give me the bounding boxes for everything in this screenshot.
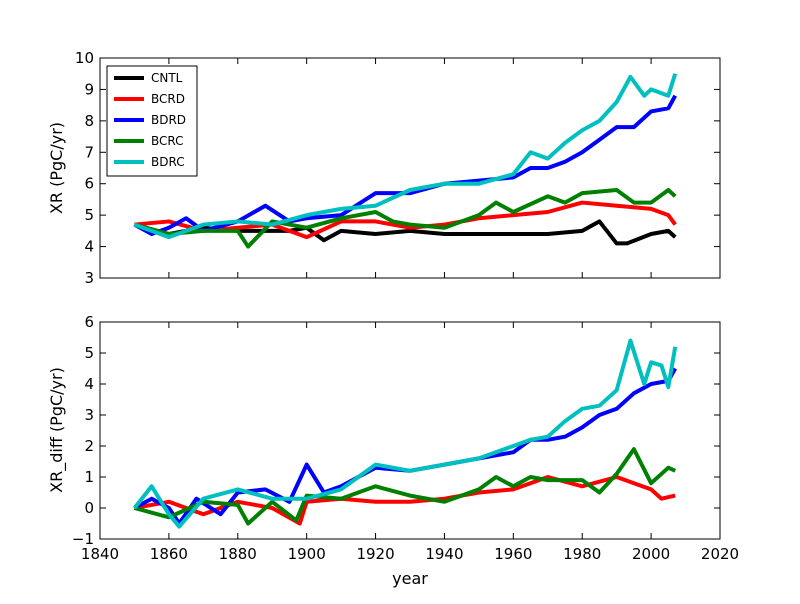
bottom-xtick-label-1940: 1940 bbox=[425, 545, 463, 563]
bottom-xtick-label-2000: 2000 bbox=[632, 545, 670, 563]
legend-label-cntl: CNTL bbox=[151, 71, 183, 85]
legend: CNTL BCRD BDRD BCRC BDRC bbox=[106, 65, 198, 177]
legend-label-bdrc: BDRC bbox=[151, 155, 185, 169]
bottom-xtick-label-1880: 1880 bbox=[219, 545, 257, 563]
legend-label-bdrd: BDRD bbox=[151, 113, 186, 127]
bottom-xtick-label-1860: 1860 bbox=[150, 545, 188, 563]
top-ytick-label-7: 7 bbox=[84, 143, 94, 161]
top-series-bcrc bbox=[133, 188, 677, 249]
bottom-ytick-label--1: −1 bbox=[72, 530, 94, 548]
top-ytick-label-10: 10 bbox=[75, 49, 94, 67]
bottom-xlabel: year bbox=[392, 569, 428, 588]
bottom-xtick-label-1840: 1840 bbox=[81, 545, 119, 563]
bottom-ytick-label-3: 3 bbox=[84, 406, 94, 424]
top-ytick-label-4: 4 bbox=[84, 238, 94, 256]
bottom-ylabel: XR_diff (PgC/yr) bbox=[47, 367, 67, 493]
bottom-ytick-label-5: 5 bbox=[84, 344, 94, 362]
bottom-ytick-label-0: 0 bbox=[84, 499, 94, 517]
bottom-xtick-label-2020: 2020 bbox=[701, 545, 739, 563]
top-panel: 3 4 5 6 7 8 9 10 XR (PgC/yr) CNTL BCRD BDRD BCR… bbox=[47, 49, 721, 287]
bottom-xtick-label-1900: 1900 bbox=[288, 545, 326, 563]
bottom-ytick-label-2: 2 bbox=[84, 437, 94, 455]
bottom-series-group bbox=[132, 338, 678, 529]
top-ytick-label-6: 6 bbox=[84, 175, 94, 193]
top-ytick-label-3: 3 bbox=[84, 269, 94, 287]
top-series-group bbox=[133, 73, 678, 249]
bottom-series-bcrc bbox=[133, 447, 677, 526]
bottom-series-bdrc bbox=[132, 338, 678, 529]
top-ticks-group: 3 4 5 6 7 8 9 10 bbox=[75, 49, 721, 287]
top-ytick-label-9: 9 bbox=[84, 80, 94, 98]
top-ytick-label-5: 5 bbox=[84, 206, 94, 224]
bottom-xtick-label-1920: 1920 bbox=[356, 545, 394, 563]
legend-label-bcrd: BCRD bbox=[151, 92, 185, 106]
top-ytick-label-8: 8 bbox=[84, 112, 94, 130]
bottom-series-bcrd bbox=[134, 475, 676, 526]
bottom-ytick-label-6: 6 bbox=[84, 313, 94, 331]
bottom-ytick-label-1: 1 bbox=[84, 468, 94, 486]
legend-label-bcrc: BCRC bbox=[151, 134, 184, 148]
bottom-xtick-label-1980: 1980 bbox=[563, 545, 601, 563]
bottom-ytick-label-4: 4 bbox=[84, 375, 94, 393]
bottom-ticks-group: 1840 1860 1880 1900 1920 1940 1960 1980 2000 2020… bbox=[72, 313, 739, 563]
bottom-xtick-label-1960: 1960 bbox=[494, 545, 532, 563]
bottom-panel: 1840 1860 1880 1900 1920 1940 1960 1980 2000 2020… bbox=[47, 313, 739, 588]
top-series-cntl bbox=[133, 219, 677, 246]
top-ylabel: XR (PgC/yr) bbox=[47, 122, 66, 214]
top-series-bdrc bbox=[133, 73, 678, 240]
